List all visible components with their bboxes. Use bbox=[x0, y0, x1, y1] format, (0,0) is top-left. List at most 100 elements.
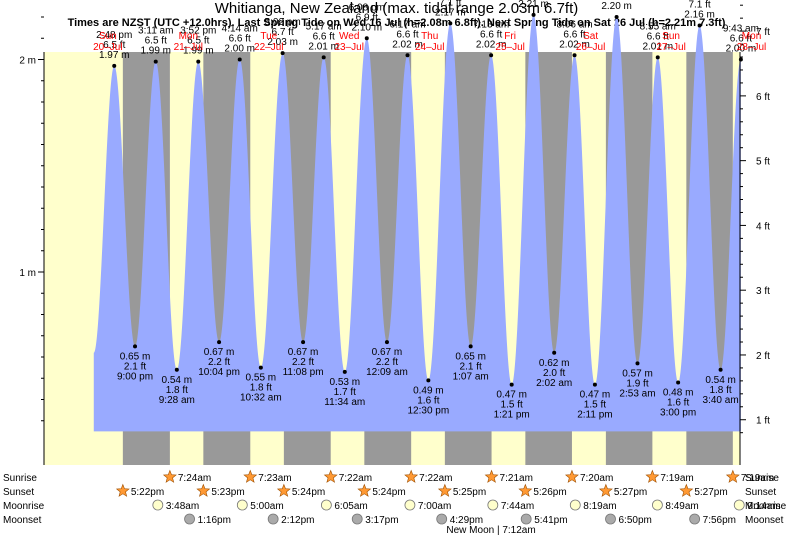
new-moon-note: New Moon | 7:12am bbox=[446, 525, 535, 536]
tide-point bbox=[592, 382, 597, 387]
moonrise-label-right: Moonrise bbox=[745, 501, 787, 512]
sunset-time: 5:24pm bbox=[372, 487, 405, 498]
tide-label-high: 3:11 am bbox=[138, 26, 173, 37]
tide-label-low: 1.7 ft bbox=[334, 387, 356, 398]
day-header-date: 24–Jul bbox=[415, 42, 444, 53]
tide-label-high: 7.2 ft bbox=[605, 0, 627, 2]
day-header-date: 22–Jul bbox=[254, 42, 283, 53]
day-header-dow: Thu bbox=[421, 31, 438, 42]
sunrise-time: 7:20am bbox=[580, 473, 613, 484]
tide-point bbox=[405, 53, 410, 58]
tide-label-high: 7.1 ft bbox=[439, 0, 461, 8]
day-header-layer: Sun20–JulMon21–JulTue22–JulWed23–JulThu2… bbox=[93, 31, 766, 53]
moonrise-time: 3:48am bbox=[166, 501, 199, 512]
tide-label-low: 0.53 m bbox=[329, 377, 360, 388]
tide-label-low: 0.57 m bbox=[622, 368, 653, 379]
tide-label-high: 4:14 am bbox=[222, 24, 258, 35]
tide-label-high: 6.6 ft bbox=[563, 29, 585, 40]
tide-label-low: 1.9 ft bbox=[626, 378, 648, 389]
y-tick-label-right: 5 ft bbox=[756, 157, 770, 168]
day-header-date: 20–Jul bbox=[93, 42, 122, 53]
sunrise-icon bbox=[162, 469, 177, 483]
tide-point bbox=[426, 378, 431, 383]
tide-label-high: 8:55 am bbox=[640, 21, 676, 32]
tide-label-high: 6.7 ft bbox=[272, 27, 294, 38]
tide-label-low: 1.6 ft bbox=[417, 395, 439, 406]
sunrise-icon bbox=[564, 469, 579, 483]
page-subtitle: Times are NZST (UTC +12.0hrs). Last Spri… bbox=[67, 17, 726, 29]
tide-label-high: 1.99 m bbox=[183, 46, 214, 57]
sunset-icon bbox=[437, 483, 452, 497]
sunset-time: 5:27pm bbox=[614, 487, 647, 498]
y-tick-label-right: 4 ft bbox=[756, 221, 770, 232]
day-header-date: 28–Jul bbox=[737, 42, 766, 53]
moonset-label-right: Moonset bbox=[745, 515, 784, 526]
y-tick-label-left: 2 m bbox=[19, 56, 36, 67]
tide-label-high: 2.03 m bbox=[267, 37, 298, 48]
tide-label-high: 2.21 m bbox=[518, 0, 549, 10]
sunset-icon bbox=[598, 483, 613, 497]
sunrise-time: 7:22am bbox=[339, 473, 372, 484]
page-title: Whitianga, New Zealand (max. tidal range… bbox=[214, 0, 579, 17]
sunset-icon bbox=[679, 483, 694, 497]
tide-point bbox=[676, 380, 681, 385]
tide-label-high: 5:02 pm bbox=[265, 17, 301, 28]
tide-label-low: 0.62 m bbox=[539, 358, 570, 369]
sunset-time: 5:23pm bbox=[211, 487, 244, 498]
tide-label-high: 6:08 pm bbox=[349, 2, 385, 13]
sunrise-time: 7:21am bbox=[500, 473, 533, 484]
tide-label-low: 2.1 ft bbox=[124, 361, 146, 372]
tide-label-low: 1:07 am bbox=[453, 371, 489, 382]
sunset-time: 5:22pm bbox=[131, 487, 164, 498]
tide-point bbox=[655, 55, 660, 60]
tide-label-high: 8:06 am bbox=[556, 19, 592, 30]
tide-label-low: 0.54 m bbox=[705, 375, 736, 386]
day-header-dow: Mon bbox=[179, 31, 198, 42]
tide-label-high: 6.6 ft bbox=[396, 29, 418, 40]
tide-label-low: 9:00 pm bbox=[117, 371, 153, 382]
tide-point bbox=[321, 55, 326, 60]
tide-label-high: 2.01 m bbox=[308, 41, 339, 52]
tide-label-low: 11:34 am bbox=[324, 397, 365, 408]
day-header-date: 21–Jul bbox=[174, 42, 203, 53]
tide-point bbox=[531, 12, 536, 17]
tide-point bbox=[237, 57, 242, 62]
tide-label-low: 0.55 m bbox=[246, 373, 277, 384]
sunset-time: 5:24pm bbox=[292, 487, 325, 498]
day-header-dow: Sat bbox=[583, 31, 598, 42]
tide-point bbox=[718, 367, 723, 372]
y-tick-label-right: 1 ft bbox=[756, 416, 770, 427]
tide-point bbox=[572, 53, 577, 58]
tide-label-high: 6:17 am bbox=[389, 19, 425, 30]
tide-label-low: 2.2 ft bbox=[292, 357, 314, 368]
sunrise-time: 7:19am bbox=[660, 473, 693, 484]
tide-label-high: 9:24 pm bbox=[682, 0, 718, 1]
moonrise-icon bbox=[152, 499, 164, 511]
tide-label-high: 5:17 am bbox=[306, 21, 342, 32]
sunrise-label-right: Sunrise bbox=[745, 473, 779, 484]
moonset-time: 3:17pm bbox=[365, 515, 398, 526]
tide-label-high: 6.9 ft bbox=[356, 12, 378, 23]
moonset-icon bbox=[689, 513, 701, 525]
tide-label-low: 2:53 am bbox=[619, 388, 655, 399]
tide-label-high: 6.6 ft bbox=[313, 31, 335, 42]
day-header-dow: Sun bbox=[662, 31, 680, 42]
tide-point bbox=[635, 361, 640, 366]
day-header-date: 26–Jul bbox=[576, 42, 605, 53]
sunrise-time: 7:23am bbox=[258, 473, 291, 484]
sunset-icon bbox=[115, 483, 130, 497]
tide-label-low: 9:28 am bbox=[159, 395, 195, 406]
tide-label-low: 1.5 ft bbox=[501, 400, 523, 411]
sunset-label-left: Sunset bbox=[3, 487, 34, 498]
tide-point bbox=[342, 369, 347, 374]
y-tick-label-right: 2 ft bbox=[756, 351, 770, 362]
moonrise-time: 9:14am bbox=[747, 501, 780, 512]
tide-label-low: 1.8 ft bbox=[709, 385, 731, 396]
tide-label-low: 11:08 pm bbox=[283, 367, 324, 378]
tide-label-low: 10:04 pm bbox=[198, 367, 240, 378]
day-header-dow: Mon bbox=[742, 31, 761, 42]
tide-label-low: 0.47 m bbox=[580, 390, 611, 401]
sunrise-icon bbox=[243, 469, 258, 483]
tide-label-high: 6.6 ft bbox=[229, 34, 251, 45]
tide-label-low: 3:00 pm bbox=[660, 408, 696, 419]
